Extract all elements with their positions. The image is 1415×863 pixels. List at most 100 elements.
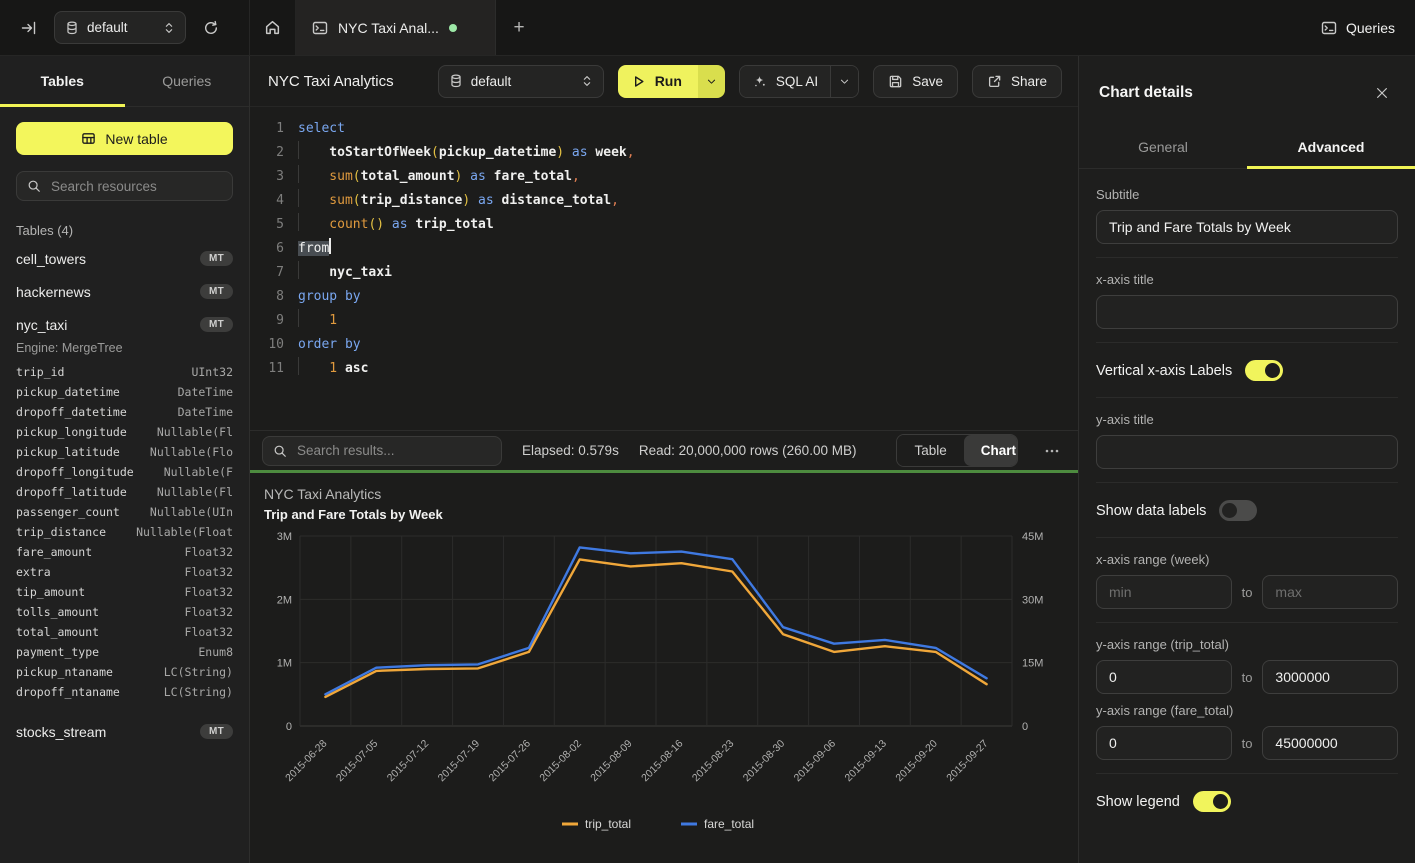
subtitle-input[interactable] xyxy=(1096,210,1398,244)
divider xyxy=(1096,537,1398,538)
y-range-fare-max-input[interactable] xyxy=(1262,726,1398,760)
show-legend-toggle[interactable] xyxy=(1192,791,1231,812)
column-row[interactable]: pickup_longitude Nullable(Fl xyxy=(16,425,233,445)
column-row[interactable]: tolls_amount Float32 xyxy=(16,605,233,625)
x-range-max-input[interactable] xyxy=(1262,575,1398,609)
column-name: tolls_amount xyxy=(16,605,100,619)
column-row[interactable]: tip_amount Float32 xyxy=(16,585,233,605)
column-name: trip_id xyxy=(16,365,65,379)
column-row[interactable]: dropoff_longitude Nullable(F xyxy=(16,465,233,485)
refresh-button[interactable] xyxy=(196,13,226,43)
view-table-button[interactable]: Table xyxy=(897,435,964,466)
sidebar-tabs: Tables Queries xyxy=(0,56,249,107)
indent-guide xyxy=(298,309,329,327)
header-database-selector-value: default xyxy=(470,73,512,89)
close-panel-button[interactable] xyxy=(1371,82,1393,104)
column-row[interactable]: payment_type Enum8 xyxy=(16,645,233,665)
legend-item-fare_total[interactable]: fare_total xyxy=(681,817,754,831)
column-row[interactable]: fare_amount Float32 xyxy=(16,545,233,565)
code-token: from xyxy=(298,241,330,256)
column-row[interactable]: dropoff_ntaname LC(String) xyxy=(16,685,233,705)
y-axis-title-input[interactable] xyxy=(1096,435,1398,469)
more-options-button[interactable] xyxy=(1038,443,1066,459)
column-row[interactable]: pickup_latitude Nullable(Flo xyxy=(16,445,233,465)
database-selector[interactable]: default xyxy=(54,11,186,44)
code-token: as xyxy=(462,169,494,184)
column-type: Nullable(Fl xyxy=(156,485,233,499)
run-button[interactable]: Run xyxy=(617,64,698,98)
column-row[interactable]: extra Float32 xyxy=(16,565,233,585)
x-range-min-input[interactable] xyxy=(1096,575,1232,609)
code-token: () xyxy=(368,217,385,232)
tab-general[interactable]: General xyxy=(1138,139,1188,155)
share-button[interactable]: Share xyxy=(971,64,1062,98)
code-token: trip_total xyxy=(415,217,494,232)
collapse-sidebar-button[interactable] xyxy=(14,13,44,43)
panel-body[interactable]: Subtitle x-axis title Vertical x-axis La… xyxy=(1079,169,1415,863)
header-database-selector[interactable]: default xyxy=(437,64,604,98)
sql-editor[interactable]: 1 2 3 4 5 6 7 8 9 10 11 select toStartOfWeek(pickup… xyxy=(250,107,1078,430)
y-range-trip-max-input[interactable] xyxy=(1262,660,1398,694)
code-token: sum xyxy=(329,169,353,184)
column-row[interactable]: trip_distance Nullable(Float xyxy=(16,525,233,545)
sql-ai-button[interactable]: SQL AI xyxy=(739,65,831,97)
column-row[interactable]: dropoff_latitude Nullable(Fl xyxy=(16,485,233,505)
legend-item-trip_total[interactable]: trip_total xyxy=(562,817,631,831)
subtitle-label: Subtitle xyxy=(1096,187,1140,202)
column-row[interactable]: total_amount Float32 xyxy=(16,625,233,645)
column-row[interactable]: trip_id UInt32 xyxy=(16,365,233,385)
y-axis-right-tick: 0 xyxy=(1022,721,1028,733)
tab-advanced[interactable]: Advanced xyxy=(1247,126,1415,169)
column-row[interactable]: passenger_count Nullable(UIn xyxy=(16,505,233,525)
y-range-trip-min-input[interactable] xyxy=(1096,660,1232,694)
code-line: group by xyxy=(298,285,1078,309)
queries-button[interactable]: Queries xyxy=(1301,0,1415,55)
code-token: count xyxy=(329,217,369,232)
home-icon xyxy=(265,20,280,35)
view-chart-button[interactable]: Chart xyxy=(963,435,1018,466)
column-row[interactable]: pickup_datetime DateTime xyxy=(16,385,233,405)
unsaved-changes-dot xyxy=(448,23,457,32)
legend-label: trip_total xyxy=(585,817,631,831)
chart-title: NYC Taxi Analytics xyxy=(264,486,382,502)
tab-nyc-taxi-analytics[interactable]: NYC Taxi Anal... xyxy=(296,0,496,55)
table-row-stocks_stream[interactable]: stocks_stream MT xyxy=(16,715,233,748)
collapse-sidebar-icon xyxy=(21,21,36,34)
code-token: select xyxy=(298,121,345,136)
column-name: payment_type xyxy=(16,645,100,659)
new-table-button[interactable]: New table xyxy=(16,122,233,155)
search-icon xyxy=(28,180,40,192)
x-axis-tick: 2015-07-05 xyxy=(334,738,381,785)
sidebar-search-box xyxy=(16,171,233,201)
table-row-cell_towers[interactable]: cell_towers MT xyxy=(16,242,233,275)
code-token: ) xyxy=(556,145,565,160)
sql-ai-options-button[interactable] xyxy=(830,65,859,97)
x-axis-title-input[interactable] xyxy=(1096,295,1398,329)
run-options-button[interactable] xyxy=(697,64,725,98)
home-button[interactable] xyxy=(250,0,296,55)
sidebar-tab-tables[interactable]: Tables xyxy=(0,56,125,107)
editor-code[interactable]: select toStartOfWeek(pickup_datetime) as … xyxy=(284,117,1078,430)
code-token: toStartOfWeek xyxy=(329,145,432,160)
code-token: ( xyxy=(352,193,361,208)
save-button[interactable]: Save xyxy=(873,64,958,98)
indent-guide xyxy=(298,357,329,375)
sidebar-tab-queries[interactable]: Queries xyxy=(162,73,212,89)
columns-list: trip_id UInt32 pickup_datetime DateTime drop… xyxy=(16,365,233,705)
code-token: week xyxy=(595,145,627,160)
show-data-labels-toggle[interactable] xyxy=(1219,500,1258,521)
y-range-fare-min-input[interactable] xyxy=(1096,726,1232,760)
y-axis-range-fare-label: y-axis range (fare_total) xyxy=(1096,703,1234,718)
vertical-x-labels-label: Vertical x-axis Labels xyxy=(1096,362,1233,379)
table-engine: Engine: MergeTree xyxy=(16,341,123,355)
search-results-input[interactable] xyxy=(295,442,491,459)
new-tab-button[interactable]: + xyxy=(496,0,542,55)
column-row[interactable]: pickup_ntaname LC(String) xyxy=(16,665,233,685)
column-row[interactable]: dropoff_datetime DateTime xyxy=(16,405,233,425)
table-row-hackernews[interactable]: hackernews MT xyxy=(16,275,233,308)
search-resources-input[interactable] xyxy=(49,177,222,195)
table-row-nyc_taxi[interactable]: nyc_taxi MT xyxy=(16,308,233,341)
vertical-x-labels-toggle[interactable] xyxy=(1245,360,1284,381)
line-number: 8 xyxy=(276,289,284,304)
